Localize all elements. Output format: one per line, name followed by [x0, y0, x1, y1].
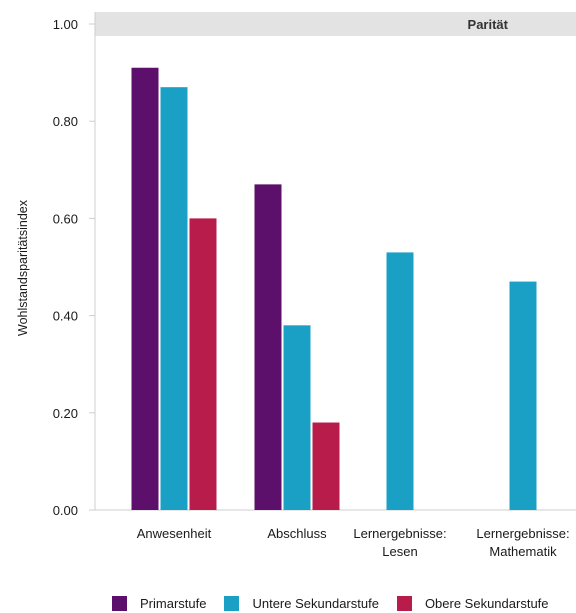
- legend-swatch-obere-sekundarstufe: [396, 596, 412, 611]
- legend-label-primarstufe: Primarstufe: [140, 596, 207, 611]
- legend-item-primarstufe: Primarstufe: [112, 596, 206, 611]
- bar-primarstufe: [254, 184, 282, 510]
- parity-band-fill: [95, 12, 576, 36]
- legend-swatch-untere-sekundarstufe: [224, 596, 240, 611]
- bar-untere-sekundarstufe: [283, 325, 311, 510]
- bar-primarstufe: [131, 67, 159, 511]
- legend-label-obere-sekundarstufe: Obere Sekundarstufe: [424, 596, 549, 611]
- legend-item-untere-sekundarstufe: Untere Sekundarstufe: [224, 596, 379, 611]
- legend-item-obere-sekundarstufe: Obere Sekundarstufe: [396, 596, 549, 611]
- category-label-line: Lernergebnisse:: [476, 526, 569, 541]
- y-tick-label: 0.80: [53, 114, 78, 129]
- bar-untere-sekundarstufe: [509, 281, 537, 510]
- category-label-line: Anwesenheit: [137, 526, 212, 541]
- category-label-line: Abschluss: [267, 526, 327, 541]
- category-label: Anwesenheit: [137, 526, 212, 541]
- bar-obere-sekundarstufe: [312, 422, 340, 510]
- y-tick-label: 0.60: [53, 211, 78, 226]
- legend: Primarstufe Untere Sekundarstufe Obere S…: [112, 596, 549, 611]
- category-labels: Anwesenheit Abschluss Lernergebnisse: Lesen…: [137, 526, 570, 559]
- parity-band: Parität: [95, 12, 576, 36]
- parity-label: Parität: [468, 17, 509, 32]
- bar-chart: Parität 0.00 0.20 0.40 0.60 0.80 1.00 Anwesen…: [16, 12, 576, 559]
- bar-obere-sekundarstufe: [189, 218, 217, 510]
- category-label-line: Lernergebnisse:: [353, 526, 446, 541]
- legend-swatch-primarstufe: [112, 596, 127, 611]
- y-axis-title: Wohlstandsparitätsindex: [16, 199, 30, 336]
- bar-untere-sekundarstufe: [386, 252, 414, 511]
- category-label: Lernergebnisse: Mathematik: [476, 526, 569, 559]
- y-tick-label: 0.20: [53, 406, 78, 421]
- y-tick-label: 0.00: [53, 503, 78, 518]
- category-label: Lernergebnisse: Lesen: [353, 526, 446, 559]
- chart-bars: [131, 67, 537, 511]
- category-label-line: Mathematik: [489, 544, 557, 559]
- y-tick-label: 0.40: [53, 309, 78, 324]
- legend-label-untere-sekundarstufe: Untere Sekundarstufe: [252, 596, 379, 611]
- bar-untere-sekundarstufe: [160, 87, 188, 511]
- y-tick-label: 1.00: [53, 17, 78, 32]
- category-label-line: Lesen: [382, 544, 417, 559]
- category-label: Abschluss: [267, 526, 327, 541]
